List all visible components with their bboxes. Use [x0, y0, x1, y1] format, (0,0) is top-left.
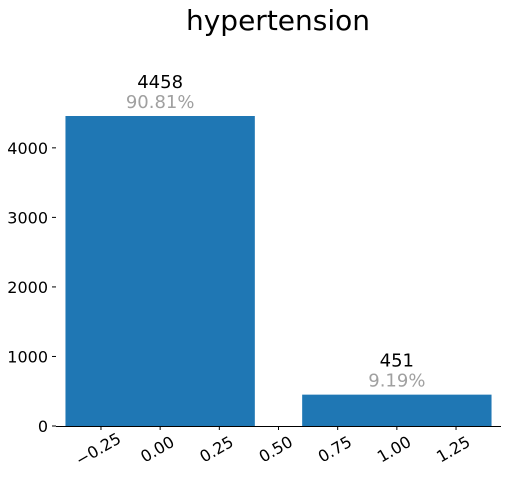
- y-tick-label-3: 3000: [7, 208, 48, 227]
- bars-group: [65, 116, 492, 426]
- y-axis: 0 1000 2000 3000 4000: [7, 139, 56, 436]
- chart-title: hypertension: [186, 4, 370, 37]
- x-tick-label-5: 1.00: [374, 432, 414, 466]
- x-tick-label-3: 0.50: [256, 432, 296, 466]
- bar-percent-label-1: 9.19%: [368, 371, 425, 392]
- y-tick-label-4: 4000: [7, 139, 48, 158]
- x-axis: −0.25 0.00 0.25 0.50 0.75 1.00 1.25: [56, 426, 501, 470]
- x-tick-label-1: 0.00: [137, 432, 177, 466]
- y-tick-label-1: 1000: [7, 347, 48, 366]
- bar-0: [65, 116, 255, 426]
- bar-percent-label-0: 90.81%: [126, 92, 195, 113]
- bar-count-label-0: 4458: [137, 72, 183, 93]
- x-tick-label-0: −0.25: [72, 429, 124, 470]
- y-tick-label-0: 0: [38, 417, 48, 436]
- x-tick-label-6: 1.25: [433, 432, 473, 466]
- y-tick-label-2: 2000: [7, 278, 48, 297]
- x-tick-label-4: 0.75: [315, 432, 355, 466]
- x-tick-label-2: 0.25: [196, 432, 236, 466]
- bar-1: [302, 394, 492, 426]
- bar-count-label-1: 451: [380, 351, 414, 372]
